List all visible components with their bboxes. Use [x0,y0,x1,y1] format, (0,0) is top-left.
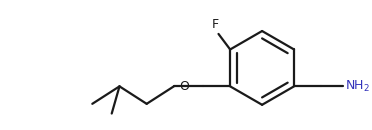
Text: F: F [212,18,219,31]
Text: NH$_2$: NH$_2$ [344,79,369,94]
Text: O: O [180,80,189,93]
